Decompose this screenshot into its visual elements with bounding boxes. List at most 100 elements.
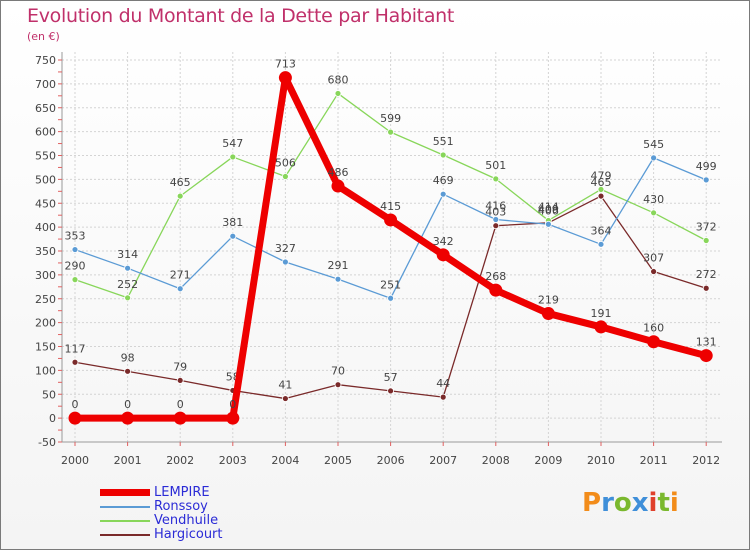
data-point-hargicourt xyxy=(124,367,131,375)
data-label-lempire: 191 xyxy=(591,307,612,320)
data-point-ronssoy xyxy=(597,240,605,248)
y-tick-label: 600 xyxy=(35,126,56,139)
data-point-hargicourt xyxy=(71,358,79,366)
data-label-hargicourt: 403 xyxy=(485,206,506,219)
data-label-ronssoy: 545 xyxy=(643,138,664,151)
data-label-vendhuile: 547 xyxy=(222,137,243,150)
y-tick-label: 750 xyxy=(35,54,56,67)
data-label-lempire: 0 xyxy=(229,398,236,411)
data-point-ronssoy xyxy=(176,285,184,293)
data-point-lempire xyxy=(436,248,450,262)
data-label-ronssoy: 251 xyxy=(380,278,401,291)
legend-label-ronssoy: Ronssoy xyxy=(154,499,208,514)
y-tick-label: 250 xyxy=(35,293,56,306)
data-point-vendhuile xyxy=(176,192,184,200)
x-tick-label: 2010 xyxy=(587,454,615,467)
data-label-lempire: 0 xyxy=(177,398,184,411)
data-point-hargicourt xyxy=(281,395,289,402)
data-point-lempire xyxy=(541,307,555,321)
data-label-hargicourt: 117 xyxy=(65,342,86,355)
data-label-hargicourt: 57 xyxy=(384,371,398,384)
x-tick-label: 2004 xyxy=(271,454,299,467)
data-label-vendhuile: 414 xyxy=(538,200,559,213)
data-label-ronssoy: 271 xyxy=(170,269,191,282)
legend-label-lempire: LEMPIRE xyxy=(154,485,210,500)
logo-letter: i xyxy=(669,488,679,518)
x-tick-label: 2008 xyxy=(482,454,510,467)
data-point-lempire xyxy=(594,320,608,334)
data-point-hargicourt xyxy=(439,393,447,401)
data-point-lempire xyxy=(173,411,187,425)
data-label-ronssoy: 314 xyxy=(117,248,138,261)
data-point-ronssoy xyxy=(650,154,657,162)
data-label-vendhuile: 501 xyxy=(485,159,506,172)
data-point-hargicourt xyxy=(176,377,184,384)
y-tick-label: 700 xyxy=(35,78,56,91)
y-tick-label: 200 xyxy=(35,317,56,330)
y-tick-label: 150 xyxy=(35,341,56,354)
data-point-vendhuile xyxy=(124,294,131,302)
proxiti-logo: Proxiti xyxy=(582,488,679,518)
data-label-ronssoy: 499 xyxy=(696,160,717,173)
data-point-hargicourt xyxy=(597,192,605,200)
y-tick-label: 300 xyxy=(35,269,56,282)
y-tick-label: 400 xyxy=(35,221,56,234)
data-label-hargicourt: 465 xyxy=(591,176,612,189)
data-label-hargicourt: 79 xyxy=(173,360,187,373)
data-point-lempire xyxy=(647,335,661,349)
data-point-vendhuile xyxy=(281,173,289,180)
data-point-vendhuile xyxy=(492,175,500,183)
data-label-vendhuile: 680 xyxy=(328,73,349,86)
data-label-lempire: 160 xyxy=(643,322,664,335)
data-label-lempire: 0 xyxy=(72,398,79,411)
data-point-ronssoy xyxy=(702,176,710,184)
x-tick-label: 2012 xyxy=(692,454,720,467)
logo-letter: o xyxy=(613,488,632,518)
y-tick-label: 100 xyxy=(35,364,56,377)
data-label-lempire: 219 xyxy=(538,294,559,307)
data-point-vendhuile xyxy=(387,128,395,136)
data-label-ronssoy: 469 xyxy=(433,174,454,187)
logo-letter: x xyxy=(631,488,649,518)
logo-letter: t xyxy=(657,488,670,518)
data-label-vendhuile: 479 xyxy=(591,169,612,182)
chart-title: Evolution du Montant de la Dette par Hab… xyxy=(27,5,455,27)
data-point-vendhuile xyxy=(439,151,447,159)
x-tick-label: 2005 xyxy=(324,454,352,467)
data-label-vendhuile: 506 xyxy=(275,157,296,170)
data-point-lempire xyxy=(331,179,345,193)
y-tick-label: 650 xyxy=(35,102,56,115)
data-label-lempire: 0 xyxy=(124,398,131,411)
data-point-lempire xyxy=(278,71,292,85)
data-label-hargicourt: 98 xyxy=(121,351,135,364)
data-point-ronssoy xyxy=(281,258,289,266)
logo-letter: i xyxy=(648,488,658,518)
data-point-ronssoy xyxy=(545,220,552,228)
data-label-lempire: 713 xyxy=(275,58,296,71)
data-point-hargicourt xyxy=(492,222,500,230)
legend-swatch-ronssoy xyxy=(100,506,150,508)
data-label-vendhuile: 551 xyxy=(433,135,454,148)
data-label-ronssoy: 416 xyxy=(485,199,506,212)
data-point-vendhuile xyxy=(702,237,710,244)
data-point-vendhuile xyxy=(334,90,342,97)
y-tick-label: 0 xyxy=(49,412,56,425)
data-label-lempire: 131 xyxy=(696,336,717,349)
data-label-ronssoy: 353 xyxy=(65,230,86,243)
data-point-lempire xyxy=(699,349,713,363)
data-point-ronssoy xyxy=(439,190,447,198)
data-label-hargicourt: 307 xyxy=(643,252,664,265)
x-tick-label: 2002 xyxy=(166,454,194,467)
data-point-vendhuile xyxy=(597,186,605,193)
data-point-hargicourt xyxy=(650,268,657,275)
x-tick-label: 2000 xyxy=(61,454,89,467)
x-tick-label: 2001 xyxy=(114,454,142,467)
y-tick-label: 450 xyxy=(35,197,56,210)
legend-label-vendhuile: Vendhuile xyxy=(154,513,219,528)
data-point-lempire xyxy=(384,213,398,227)
data-label-lempire: 415 xyxy=(380,200,401,213)
data-label-ronssoy: 381 xyxy=(222,216,243,229)
legend-swatch-hargicourt xyxy=(100,534,150,536)
data-point-lempire xyxy=(68,411,82,425)
y-tick-label: 550 xyxy=(35,150,56,163)
